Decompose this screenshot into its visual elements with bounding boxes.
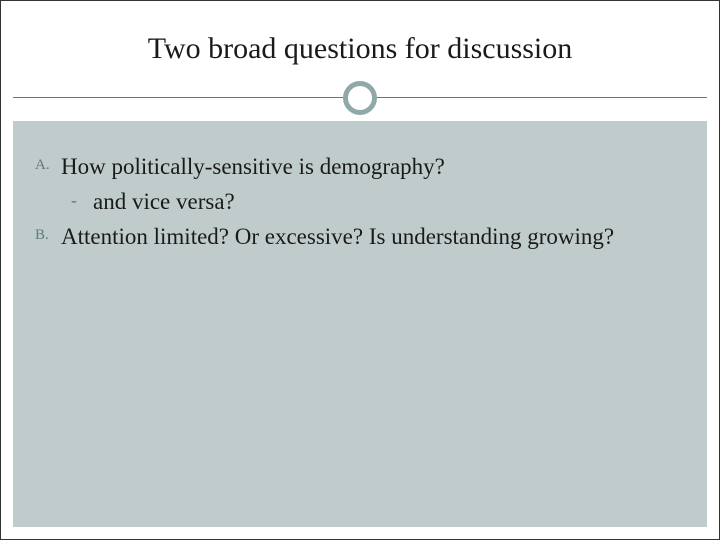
slide-container: Two broad questions for discussion A. Ho… (0, 0, 720, 540)
slide-title: Two broad questions for discussion (148, 32, 573, 66)
list-marker: A. (31, 151, 61, 174)
sub-list-item-text: and vice versa? (93, 186, 235, 217)
list-marker: B. (31, 221, 61, 244)
list-item-text: Attention limited? Or excessive? Is unde… (61, 221, 614, 252)
content-area: A. How politically-sensitive is demograp… (13, 121, 707, 527)
sub-list-item: - and vice versa? (31, 186, 689, 217)
bullet-list: A. How politically-sensitive is demograp… (31, 151, 689, 252)
circle-accent-icon (343, 81, 377, 115)
list-item-text: How politically-sensitive is demography? (61, 151, 445, 182)
sub-list-marker: - (71, 186, 93, 211)
list-item: B. Attention limited? Or excessive? Is u… (31, 221, 689, 252)
list-item: A. How politically-sensitive is demograp… (31, 151, 689, 182)
